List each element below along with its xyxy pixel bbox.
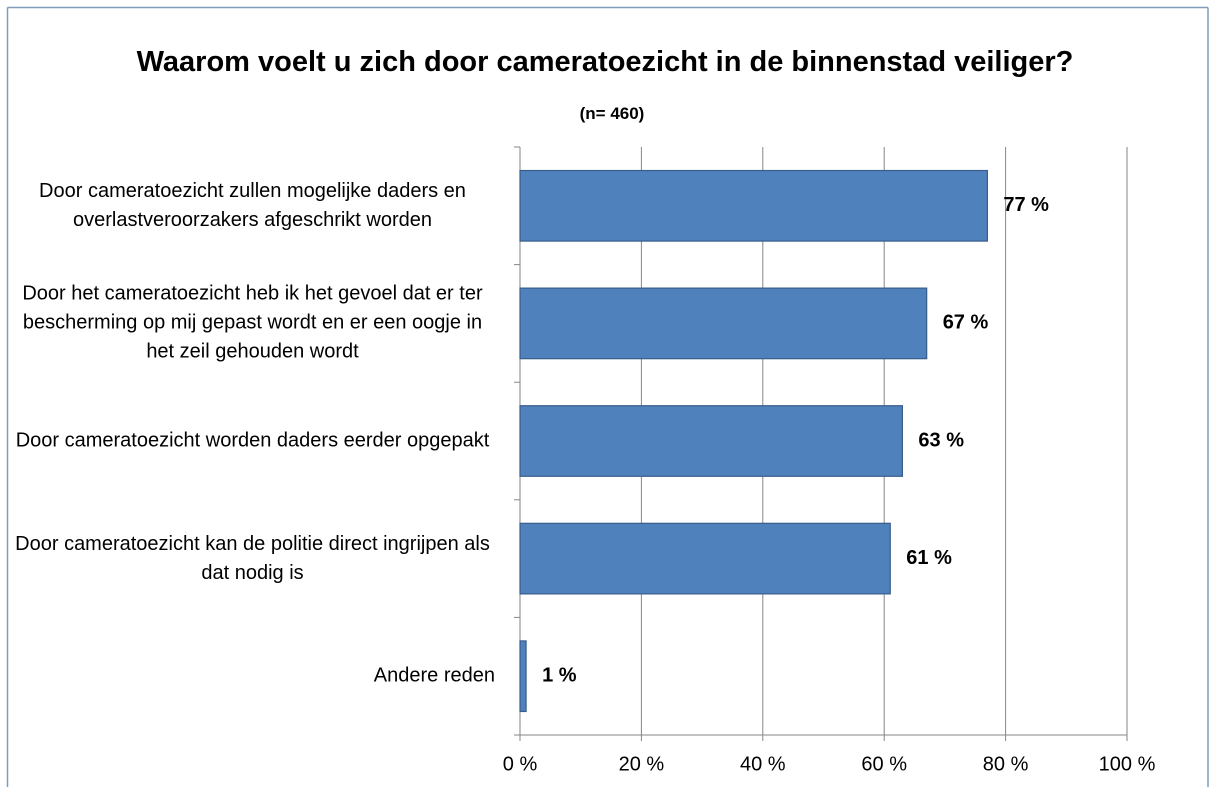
chart-title: Waarom voelt u zich door cameratoezicht … [136, 46, 1074, 78]
value-label: 63 % [918, 429, 964, 451]
y-tick-label: Door cameratoezicht zullen mogelijke dad… [39, 179, 466, 231]
y-tick-label: Door cameratoezicht worden daders eerder… [15, 429, 490, 452]
value-label: 1 % [542, 664, 577, 686]
y-tick-label: Door het cameratoezicht heb ik het gevoe… [22, 282, 483, 363]
x-tick-label: 40 % [740, 753, 786, 775]
bar [519, 169, 988, 242]
y-tick-label: Andere reden [373, 664, 495, 687]
x-tick-label: 100 % [1099, 753, 1156, 775]
x-tick-label: 0 % [503, 753, 538, 775]
value-label: 61 % [906, 547, 952, 569]
bar [519, 405, 904, 477]
value-label: 77 % [1003, 194, 1049, 216]
x-tick-label: 80 % [983, 753, 1029, 775]
bar [519, 522, 891, 595]
chart-subtitle: (n= 460) [579, 104, 645, 123]
bar [519, 640, 527, 713]
y-tick-label: Door cameratoezicht kan de politie direc… [15, 532, 490, 584]
value-label: 67 % [943, 312, 989, 334]
x-tick-label: 20 % [619, 753, 665, 775]
chart-title-block: Waarom voelt u zich door cameratoezicht … [135, 38, 1075, 138]
bar [519, 287, 928, 360]
x-tick-label: 60 % [861, 753, 907, 775]
